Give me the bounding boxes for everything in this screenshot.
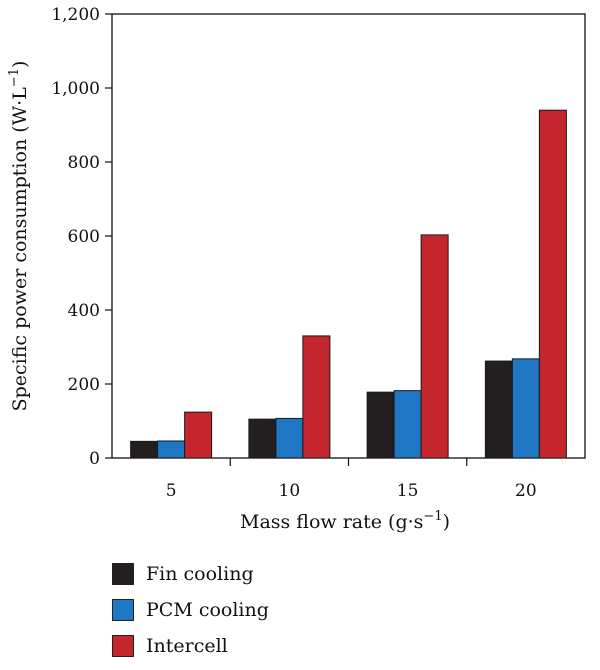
chart-area: 0 200 400 600 800 1,000 1,200 5 10 15 20 Specific…	[7, 5, 586, 533]
y-axis-label: Specific power consumption (W·L−1)	[7, 61, 31, 412]
bar-fin-cooling-15	[366, 391, 395, 459]
bar-intercell-5	[184, 411, 213, 459]
legend-swatch-pcm-cooling	[112, 599, 134, 621]
legend-item-intercell: Intercell	[112, 634, 412, 658]
x-tick-label: 15	[397, 481, 419, 501]
legend: Fin cooling PCM cooling Intercell	[112, 562, 412, 670]
legend-label-pcm-cooling: PCM cooling	[146, 599, 269, 621]
legend-item-pcm-cooling: PCM cooling	[112, 598, 412, 622]
bar-pcm-cooling-20	[511, 358, 540, 459]
y-tick-label: 600	[68, 227, 100, 247]
y-tick-label: 1,000	[51, 79, 100, 99]
y-axis-ticks: 0 200 400 600 800 1,000 1,200	[51, 5, 112, 469]
bars	[130, 109, 567, 459]
y-tick-label: 400	[68, 301, 100, 321]
legend-swatch-intercell	[112, 635, 134, 657]
bar-chart: 0 200 400 600 800 1,000 1,200 5 10 15 20 Specific…	[7, 5, 586, 533]
bar-intercell-15	[420, 234, 449, 459]
legend-item-fin-cooling: Fin cooling	[112, 562, 412, 586]
bar-pcm-cooling-15	[393, 390, 422, 459]
bar-fin-cooling-20	[484, 360, 513, 459]
x-tick-label: 5	[166, 481, 177, 501]
bar-fin-cooling-10	[248, 418, 277, 459]
y-tick-label: 200	[68, 375, 100, 395]
bar-intercell-20	[538, 109, 567, 459]
bar-fin-cooling-5	[130, 440, 159, 459]
bar-pcm-cooling-10	[275, 417, 304, 459]
legend-label-intercell: Intercell	[146, 635, 228, 657]
legend-label-fin-cooling: Fin cooling	[146, 563, 254, 585]
x-axis-label: Mass flow rate (g·s−1)	[240, 509, 450, 533]
x-tick-label: 10	[279, 481, 301, 501]
y-tick-label: 0	[89, 449, 100, 469]
legend-swatch-fin-cooling	[112, 563, 134, 585]
x-axis-ticks: 5 10 15 20	[166, 458, 537, 501]
bar-intercell-10	[302, 335, 331, 459]
y-tick-label: 1,200	[51, 5, 100, 25]
bar-pcm-cooling-5	[157, 440, 186, 459]
y-tick-label: 800	[68, 153, 100, 173]
x-tick-label: 20	[515, 481, 537, 501]
